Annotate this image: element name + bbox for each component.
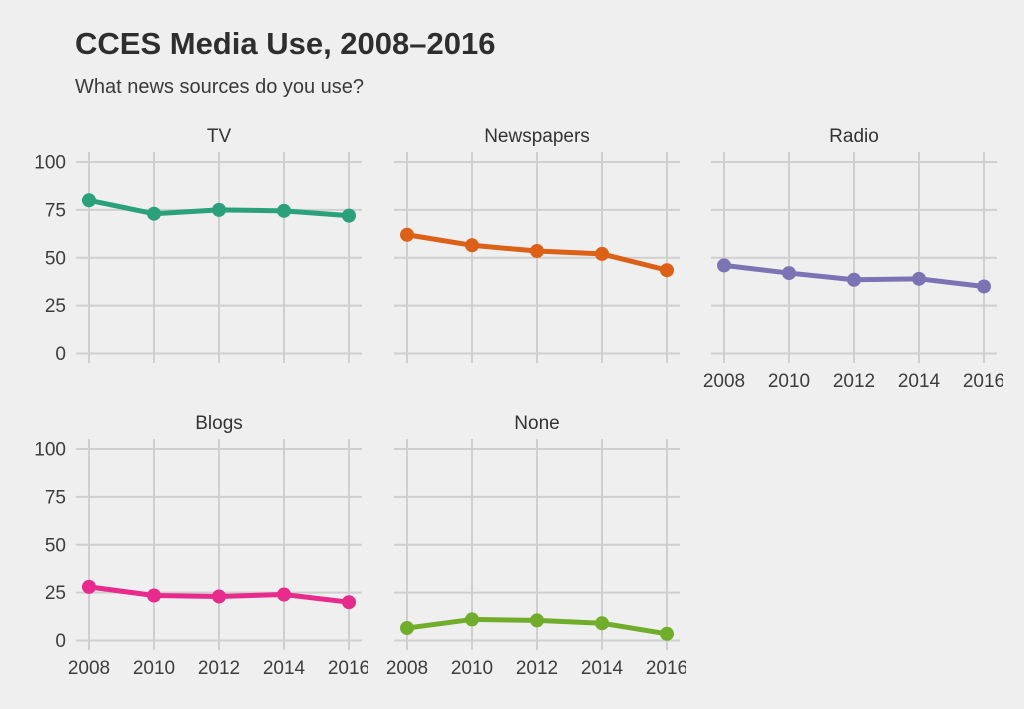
facet-panel-newspapers: Newspapers	[338, 122, 686, 403]
data-point	[530, 244, 544, 259]
data-point	[465, 238, 479, 253]
data-point	[530, 613, 544, 628]
facet-title: Newspapers	[484, 126, 590, 147]
data-point	[82, 193, 96, 208]
data-point	[82, 579, 96, 594]
facet-plot: 2008 2010 2012 2014 2016	[386, 439, 686, 679]
x-axis-labels: 2008 2010 2012 2014 2016	[386, 658, 686, 679]
data-point	[277, 203, 291, 218]
facet-plot: 2008 2010 2012 2014 2016	[703, 152, 1003, 392]
x-tick-label: 2016	[963, 371, 1003, 392]
y-tick-label: 50	[45, 248, 66, 269]
y-tick-label: 25	[45, 296, 66, 317]
data-point	[400, 621, 414, 636]
y-tick-label: 25	[45, 583, 66, 604]
x-tick-label: 2016	[646, 658, 686, 679]
gridlines	[76, 152, 362, 363]
x-tick-label: 2012	[516, 658, 558, 679]
x-axis-labels: 2008 2010 2012 2014 2016	[68, 658, 368, 679]
facet-panel-tv: TV 0 25 50 75 100	[20, 122, 368, 403]
gridlines	[76, 439, 362, 650]
data-point	[465, 612, 479, 627]
x-tick-label: 2014	[263, 658, 306, 679]
x-tick-label: 2010	[451, 658, 493, 679]
x-tick-label: 2012	[198, 658, 240, 679]
x-axis-labels: 2008 2010 2012 2014 2016	[703, 371, 1003, 392]
x-tick-label: 2010	[133, 658, 175, 679]
data-point	[400, 227, 414, 242]
data-point	[212, 202, 226, 217]
facet-title: None	[514, 413, 560, 434]
data-point	[660, 626, 674, 641]
data-point	[595, 246, 609, 261]
facet-plot: 0 25 50 75 100	[34, 152, 362, 366]
facet-panel-blogs: Blogs 0 25 50 75 100 2008 2010 2012 2014 2016	[20, 409, 368, 690]
y-tick-label: 0	[55, 631, 66, 652]
facet-title: Radio	[829, 126, 879, 147]
x-tick-label: 2014	[898, 371, 941, 392]
y-tick-label: 75	[45, 200, 66, 221]
facet-panel-radio: Radio 2008 2010 2012 2014 2016	[655, 122, 1003, 403]
y-tick-label: 100	[34, 153, 66, 174]
x-tick-label: 2016	[328, 658, 368, 679]
data-point	[847, 272, 861, 287]
data-point	[912, 271, 926, 286]
data-point	[717, 258, 731, 273]
data-point	[147, 588, 161, 603]
gridlines	[711, 152, 997, 363]
data-point	[782, 266, 796, 281]
y-axis-labels: 0 25 50 75 100	[34, 153, 66, 366]
facet-plot: 0 25 50 75 100 2008 2010 2012 2014 2016	[34, 439, 368, 679]
y-tick-label: 75	[45, 487, 66, 508]
data-point	[342, 208, 356, 223]
x-tick-label: 2012	[833, 371, 875, 392]
y-tick-label: 50	[45, 535, 66, 556]
data-point	[212, 589, 226, 604]
x-tick-label: 2008	[68, 658, 110, 679]
chart-subtitle: What news sources do you use?	[75, 76, 365, 98]
y-tick-label: 0	[55, 344, 66, 365]
facet-panel-none: None 2008 2010 2012 2014 2016	[338, 409, 686, 690]
x-tick-label: 2010	[768, 371, 810, 392]
facet-title: Blogs	[195, 413, 243, 434]
y-axis-labels: 0 25 50 75 100	[34, 440, 66, 653]
data-point	[277, 587, 291, 602]
data-point	[977, 279, 991, 294]
data-point	[342, 595, 356, 610]
facet-title: TV	[206, 126, 232, 147]
chart-title: CCES Media Use, 2008–2016	[75, 26, 496, 61]
data-point	[147, 206, 161, 221]
x-tick-label: 2008	[386, 658, 428, 679]
data-point	[595, 616, 609, 631]
gridlines	[394, 152, 680, 363]
facet-plot	[394, 152, 680, 363]
x-tick-label: 2014	[581, 658, 624, 679]
y-tick-label: 100	[34, 440, 66, 461]
data-point	[660, 263, 674, 278]
x-tick-label: 2008	[703, 371, 745, 392]
